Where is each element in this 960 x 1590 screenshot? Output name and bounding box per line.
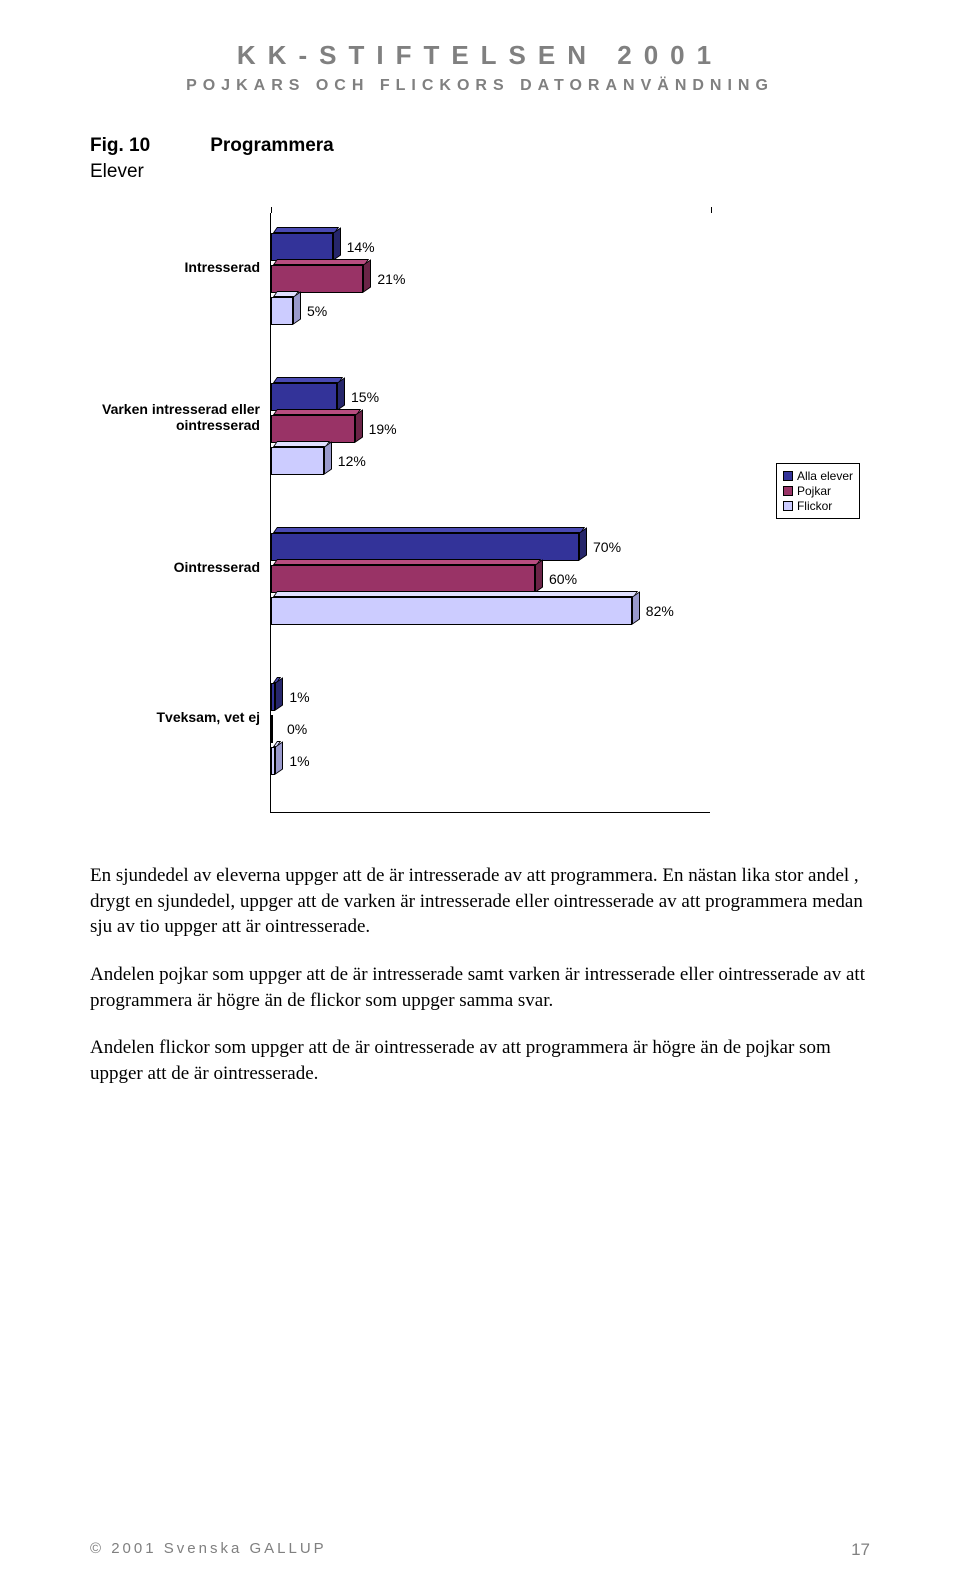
page-footer: © 2001 Svenska GALLUP 17 xyxy=(90,1540,870,1560)
page-header: KK-STIFTELSEN 2001 POJKARS OCH FLICKORS … xyxy=(90,40,870,95)
body-text: En sjundedel av eleverna uppger att de ä… xyxy=(90,863,870,1086)
bar-chart: 14%21% 5% 15% 19%12% 70% 60% 82% 1% 0% 1% Intress… xyxy=(90,213,850,833)
footer-copyright: © 2001 Svenska GALLUP xyxy=(90,1540,327,1560)
chart-category-label: Ointresserad xyxy=(90,559,260,575)
header-title: KK-STIFTELSEN 2001 xyxy=(90,40,870,71)
paragraph: Andelen pojkar som uppger att de är intr… xyxy=(90,962,870,1013)
chart-bar xyxy=(271,533,579,561)
chart-bar-value: 14% xyxy=(347,239,375,255)
chart-bar-value: 1% xyxy=(289,753,309,769)
chart-category-label: Varken intresserad ellerointresserad xyxy=(90,401,260,433)
chart-legend: Alla eleverPojkarFlickor xyxy=(776,463,860,519)
paragraph: Andelen flickor som uppger att de är oin… xyxy=(90,1035,870,1086)
legend-label: Pojkar xyxy=(797,484,831,498)
chart-bar-value: 15% xyxy=(351,389,379,405)
chart-plot-area: 14%21% 5% 15% 19%12% 70% 60% 82% 1% 0% 1% xyxy=(270,213,710,813)
chart-bar-value: 82% xyxy=(646,603,674,619)
chart-bar xyxy=(271,565,535,593)
figure-heading: Fig. 10 Programmera xyxy=(90,135,870,157)
chart-bar-value: 21% xyxy=(377,271,405,287)
legend-label: Alla elever xyxy=(797,469,853,483)
figure-number: Fig. 10 xyxy=(90,135,150,157)
chart-bar xyxy=(271,447,324,475)
chart-bar xyxy=(271,415,355,443)
figure-subtitle: Elever xyxy=(90,161,870,183)
legend-swatch xyxy=(783,501,793,511)
chart-bar xyxy=(271,383,337,411)
legend-item: Flickor xyxy=(783,499,853,513)
footer-page-number: 17 xyxy=(851,1540,870,1560)
chart-bar-value: 60% xyxy=(549,571,577,587)
chart-bar-value: 70% xyxy=(593,539,621,555)
chart-bar xyxy=(271,265,363,293)
header-subtitle: POJKARS OCH FLICKORS DATORANVÄNDNING xyxy=(90,77,870,95)
chart-category-label: Intresserad xyxy=(90,259,260,275)
legend-label: Flickor xyxy=(797,499,832,513)
chart-bar xyxy=(271,597,632,625)
legend-swatch xyxy=(783,486,793,496)
chart-bar xyxy=(271,715,273,743)
legend-swatch xyxy=(783,471,793,481)
legend-item: Alla elever xyxy=(783,469,853,483)
legend-item: Pojkar xyxy=(783,484,853,498)
figure-title: Programmera xyxy=(210,135,334,157)
chart-category-label: Tveksam, vet ej xyxy=(90,709,260,725)
chart-bar-value: 19% xyxy=(369,421,397,437)
paragraph: En sjundedel av eleverna uppger att de ä… xyxy=(90,863,870,940)
chart-bar xyxy=(271,297,293,325)
chart-bar-value: 5% xyxy=(307,303,327,319)
chart-bar xyxy=(271,233,333,261)
chart-bar-value: 0% xyxy=(287,721,307,737)
chart-bar-value: 1% xyxy=(289,689,309,705)
chart-bar-value: 12% xyxy=(338,453,366,469)
